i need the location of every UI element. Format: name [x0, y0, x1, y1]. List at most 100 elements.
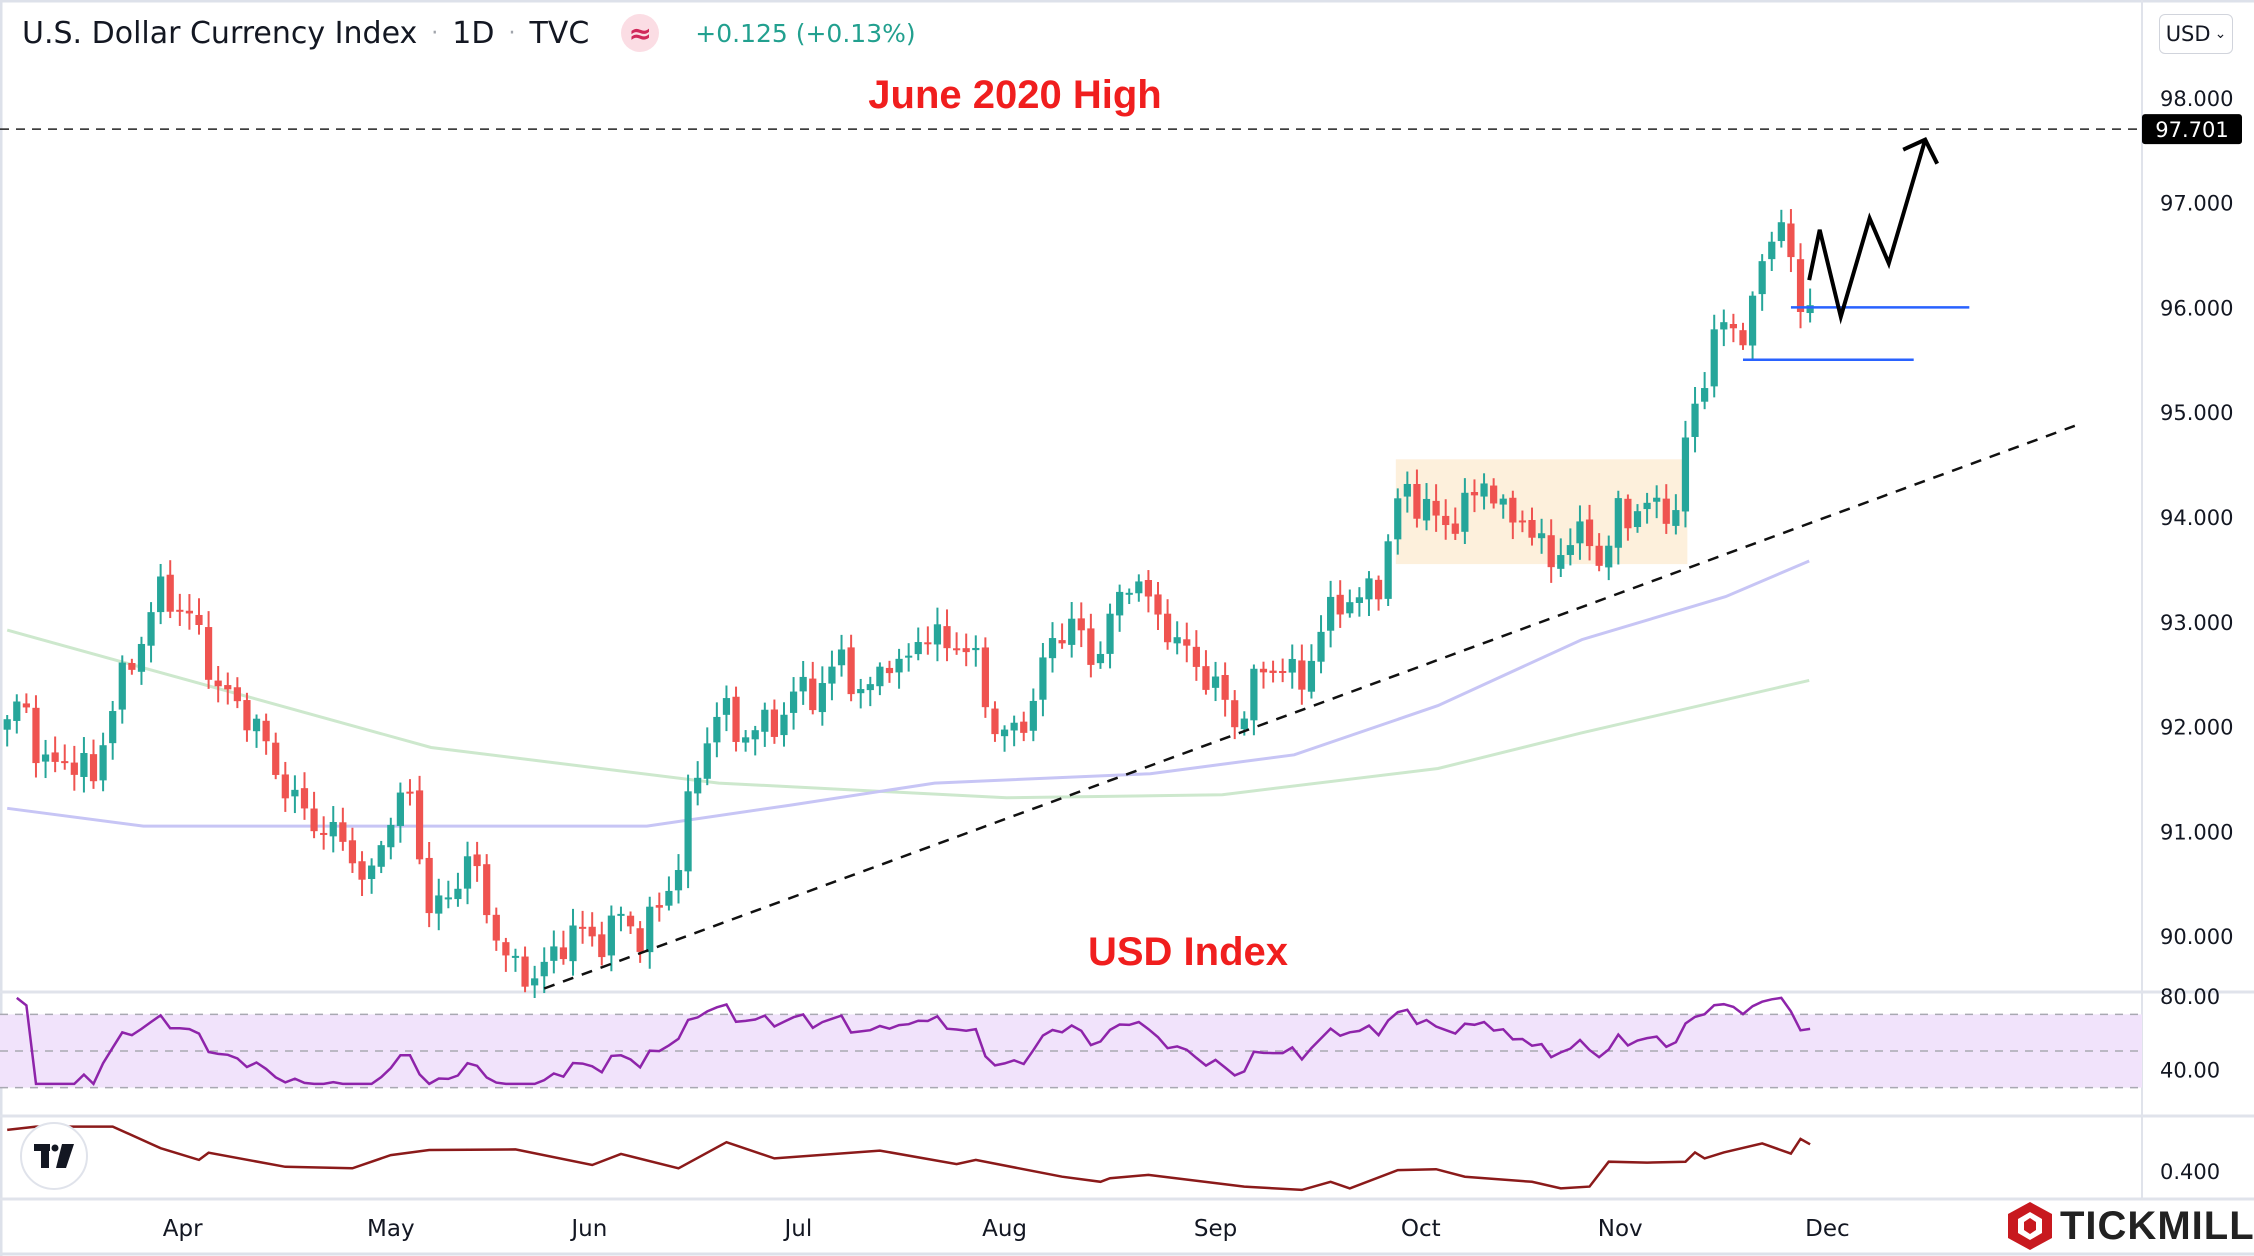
candle-body	[809, 678, 817, 711]
candle-body	[646, 906, 654, 953]
candle-body	[1432, 500, 1440, 516]
chevron-down-icon: ⌄	[2214, 26, 2227, 42]
candle-body	[1557, 555, 1565, 569]
candle-body	[243, 700, 251, 731]
candle-body	[329, 821, 337, 837]
candle-body	[483, 864, 491, 916]
candle-body	[224, 685, 232, 690]
candle-body	[1595, 545, 1603, 566]
candle-body	[1231, 700, 1239, 728]
candle-body	[789, 691, 798, 713]
candle-body	[1192, 646, 1200, 667]
candle-body	[1240, 718, 1248, 730]
candle-body	[914, 642, 922, 655]
price-axis-tick: 96.000	[2160, 296, 2233, 320]
candle-body	[722, 698, 731, 715]
candle-body	[1768, 241, 1776, 260]
candle-body	[444, 897, 452, 900]
time-axis-label: Jul	[782, 1216, 812, 1242]
candle-body	[1125, 592, 1133, 595]
candle-body	[981, 647, 989, 708]
candle-body	[1643, 502, 1651, 510]
interval-label[interactable]: 1D	[452, 15, 495, 51]
candle-body	[1585, 519, 1594, 547]
candle-body	[435, 895, 443, 914]
candle-body	[502, 942, 510, 956]
candle-body	[837, 649, 846, 666]
candle-body	[1154, 594, 1162, 615]
candle-body	[626, 915, 635, 927]
candle-body	[742, 737, 750, 743]
candle-body	[511, 955, 520, 958]
candle-body	[1259, 668, 1268, 673]
market-status-icon[interactable]: ≈	[621, 14, 660, 52]
candle-body	[531, 978, 539, 986]
candle-body	[1346, 602, 1354, 614]
candle-body	[1211, 676, 1220, 688]
candle-body	[1048, 638, 1057, 659]
candle-body	[1547, 535, 1555, 568]
currency-label: USD	[2165, 22, 2211, 46]
candle-body	[847, 647, 855, 695]
candle-body	[1288, 658, 1296, 673]
candle-body	[204, 627, 213, 680]
price-axis-tick: 93.000	[2160, 611, 2233, 635]
candle-body	[588, 926, 596, 937]
candle-body	[454, 888, 462, 900]
tradingview-logo[interactable]	[20, 1122, 88, 1190]
candle-body	[291, 789, 299, 797]
last-price-label-bg	[2142, 114, 2242, 145]
candle-body	[1748, 295, 1757, 346]
candle-body	[607, 915, 615, 956]
candle-body	[1470, 492, 1479, 496]
candle-body	[137, 643, 146, 672]
ma200-line	[6, 628, 1810, 800]
candle-body	[1739, 330, 1747, 346]
candle-body	[1720, 322, 1728, 330]
candle-body	[943, 626, 951, 649]
candle-body	[1633, 511, 1642, 528]
candle-body	[780, 714, 788, 736]
candle-body	[1116, 591, 1124, 616]
tickmill-wordmark: TICKMILL	[2060, 1203, 2254, 1248]
candle-body	[559, 947, 568, 960]
rsi-axis-tick: 40.00	[2160, 1058, 2220, 1082]
candle-body	[1202, 666, 1210, 690]
candle-body	[262, 720, 270, 742]
ma100-line	[7, 559, 1810, 828]
oscillator-axis-tick: 0.400	[2160, 1160, 2220, 1184]
candle-body	[751, 730, 759, 740]
rsi-line	[16, 996, 1811, 1087]
resistance-price-label: 97.701	[2155, 118, 2228, 142]
candle-body	[1422, 498, 1431, 521]
candle-body	[1173, 637, 1181, 644]
time-axis-label: Oct	[1401, 1216, 1441, 1242]
candle-body	[51, 752, 59, 762]
candle-body	[895, 658, 903, 673]
candle-body	[281, 774, 289, 799]
symbol-title[interactable]: U.S. Dollar Currency Index	[22, 15, 418, 51]
candle-body	[617, 913, 625, 916]
chart-header: U.S. Dollar Currency Index · 1D · TVC ≈ …	[22, 14, 916, 52]
candle-body	[1096, 653, 1105, 664]
candles	[3, 209, 1814, 999]
time-axis-label: Apr	[163, 1216, 203, 1242]
tickmill-logo-icon	[2008, 1202, 2052, 1250]
candle-body	[674, 870, 683, 891]
candle-body	[972, 647, 980, 651]
candle-body	[1681, 437, 1690, 512]
candle-body	[1163, 613, 1172, 643]
candle-body	[396, 792, 404, 826]
candle-body	[358, 861, 366, 880]
candle-body	[1528, 520, 1536, 538]
candle-body	[1777, 222, 1785, 242]
candle-body	[492, 914, 500, 941]
separator: ·	[431, 20, 439, 46]
candle-body	[1662, 498, 1670, 524]
annotation-june-2020-high: June 2020 High	[868, 73, 1161, 117]
candle-body	[885, 667, 894, 674]
candle-body	[41, 754, 50, 762]
candle-body	[166, 574, 174, 612]
currency-button[interactable]: USD ⌄	[2159, 14, 2233, 54]
